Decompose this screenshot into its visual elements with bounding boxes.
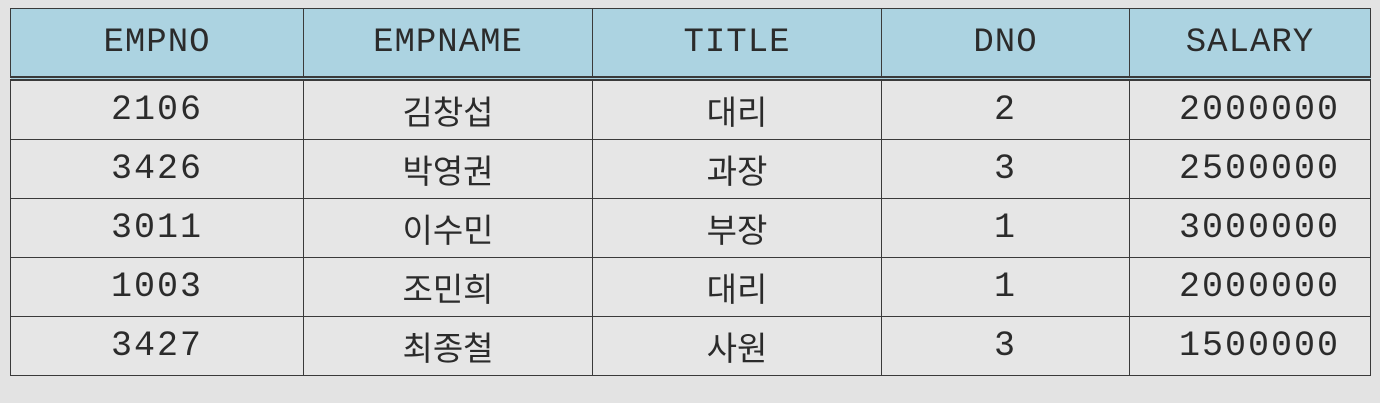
cell-dno: 3 bbox=[881, 316, 1130, 376]
cell-title: 부장 bbox=[592, 198, 882, 258]
cell-empname: 조민희 bbox=[303, 257, 593, 317]
employee-table-container: EMPNO EMPNAME TITLE DNO SALARY 2106 김창섭 … bbox=[10, 8, 1371, 389]
cell-title: 사원 bbox=[592, 316, 882, 376]
column-header-dno: DNO bbox=[881, 8, 1130, 81]
cell-empno: 2106 bbox=[10, 78, 304, 140]
cell-title: 대리 bbox=[592, 78, 882, 140]
cell-empname: 박영권 bbox=[303, 139, 593, 199]
table-row: 2106 김창섭 대리 2 2000000 bbox=[10, 78, 1371, 140]
cell-empname: 김창섭 bbox=[303, 78, 593, 140]
cell-empno: 3426 bbox=[10, 139, 304, 199]
cell-dno: 1 bbox=[881, 198, 1130, 258]
cell-empno: 3011 bbox=[10, 198, 304, 258]
cell-salary: 2500000 bbox=[1129, 139, 1371, 199]
cell-empname: 최종철 bbox=[303, 316, 593, 376]
table-header-row: EMPNO EMPNAME TITLE DNO SALARY bbox=[10, 8, 1371, 81]
employee-table: EMPNO EMPNAME TITLE DNO SALARY 2106 김창섭 … bbox=[10, 8, 1371, 376]
column-header-empname: EMPNAME bbox=[303, 8, 593, 81]
cell-empname: 이수민 bbox=[303, 198, 593, 258]
table-row: 1003 조민희 대리 1 2000000 bbox=[10, 257, 1371, 317]
cell-salary: 2000000 bbox=[1129, 257, 1371, 317]
column-header-title: TITLE bbox=[592, 8, 882, 81]
table-row: 3011 이수민 부장 1 3000000 bbox=[10, 198, 1371, 258]
cell-title: 과장 bbox=[592, 139, 882, 199]
table-row: 3426 박영권 과장 3 2500000 bbox=[10, 139, 1371, 199]
column-header-salary: SALARY bbox=[1129, 8, 1371, 81]
cell-empno: 3427 bbox=[10, 316, 304, 376]
cell-empno: 1003 bbox=[10, 257, 304, 317]
column-header-empno: EMPNO bbox=[10, 8, 304, 81]
cell-dno: 2 bbox=[881, 78, 1130, 140]
cell-salary: 1500000 bbox=[1129, 316, 1371, 376]
cell-salary: 3000000 bbox=[1129, 198, 1371, 258]
cell-title: 대리 bbox=[592, 257, 882, 317]
table-row: 3427 최종철 사원 3 1500000 bbox=[10, 316, 1371, 376]
cell-dno: 1 bbox=[881, 257, 1130, 317]
cell-salary: 2000000 bbox=[1129, 78, 1371, 140]
cell-dno: 3 bbox=[881, 139, 1130, 199]
